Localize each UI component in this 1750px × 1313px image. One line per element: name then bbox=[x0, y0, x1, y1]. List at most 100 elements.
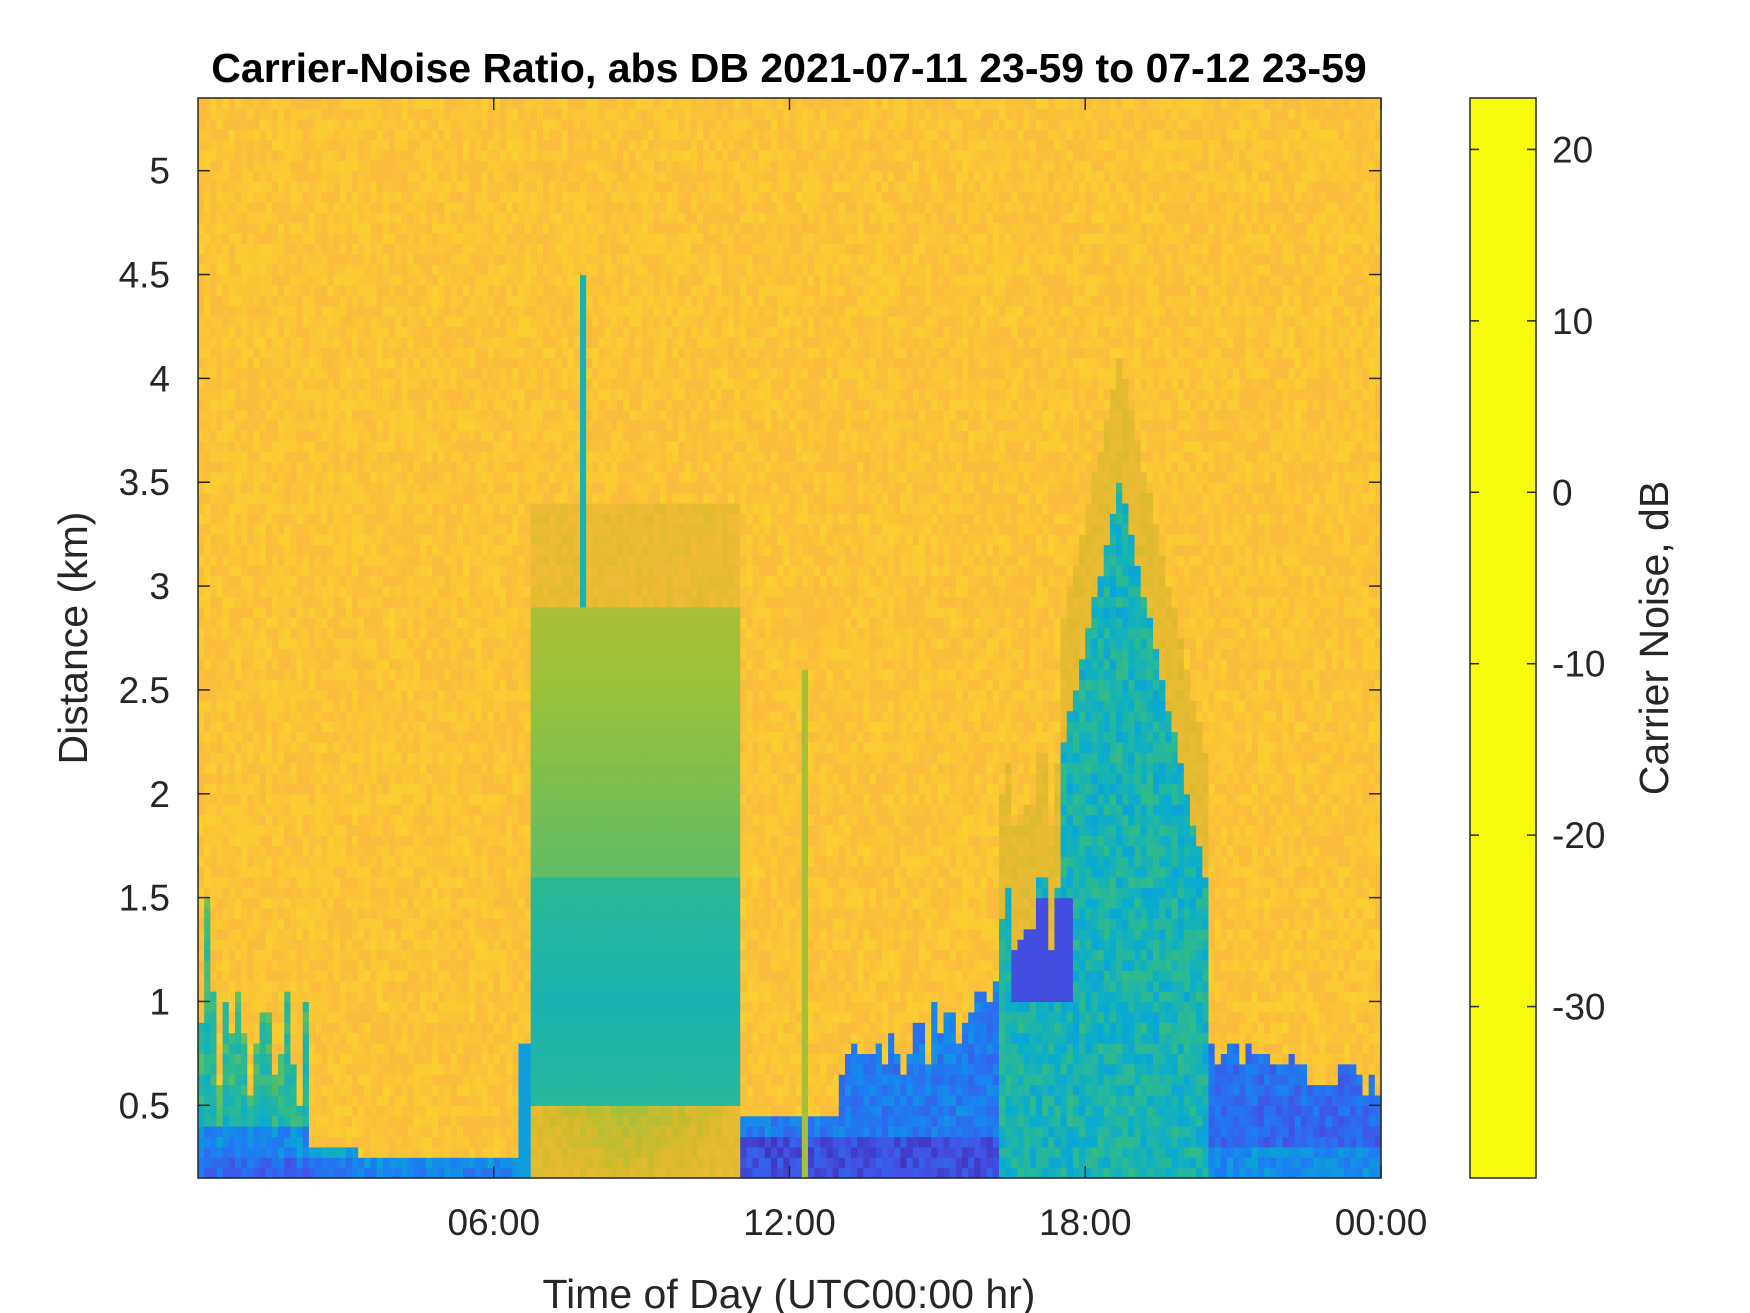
heatmap-cell bbox=[321, 1074, 328, 1085]
heatmap-cell bbox=[272, 898, 279, 909]
heatmap-cell bbox=[290, 316, 297, 327]
heatmap-cell bbox=[414, 586, 421, 597]
heatmap-cell bbox=[463, 191, 470, 202]
heatmap-cell bbox=[247, 794, 254, 805]
heatmap-cell bbox=[395, 576, 402, 587]
heatmap-cell bbox=[389, 866, 396, 877]
heatmap-cell bbox=[290, 659, 297, 670]
heatmap-cell bbox=[352, 898, 359, 909]
heatmap-cell bbox=[340, 617, 347, 628]
heatmap-cell bbox=[346, 1126, 353, 1137]
heatmap-cell bbox=[309, 783, 316, 794]
heatmap-cell bbox=[395, 337, 402, 348]
heatmap-cell bbox=[358, 1033, 365, 1044]
heatmap-cell bbox=[451, 545, 458, 556]
heatmap-cell bbox=[444, 202, 451, 213]
heatmap-cell bbox=[463, 835, 470, 846]
heatmap-cell bbox=[235, 866, 242, 877]
heatmap-cell bbox=[334, 513, 341, 524]
heatmap-cell bbox=[389, 524, 396, 535]
heatmap-cell bbox=[204, 306, 211, 317]
heatmap-cell bbox=[327, 794, 334, 805]
heatmap-cell bbox=[241, 711, 248, 722]
heatmap-cell bbox=[247, 410, 254, 421]
heatmap-cell bbox=[383, 378, 390, 389]
heatmap-cell bbox=[377, 461, 384, 472]
heatmap-cell bbox=[284, 233, 291, 244]
heatmap-cell bbox=[346, 628, 353, 639]
heatmap-cell bbox=[475, 129, 482, 140]
heatmap-cell bbox=[303, 129, 310, 140]
heatmap-cell bbox=[475, 140, 482, 151]
heatmap-cell bbox=[414, 596, 421, 607]
heatmap-cell bbox=[297, 783, 304, 794]
heatmap-cell bbox=[420, 472, 427, 483]
heatmap-cell bbox=[260, 1053, 267, 1064]
heatmap-cell bbox=[297, 389, 304, 400]
heatmap-cell bbox=[438, 420, 445, 431]
heatmap-cell bbox=[223, 1116, 230, 1127]
heatmap-cell bbox=[469, 960, 476, 971]
heatmap-cell bbox=[198, 430, 205, 441]
heatmap-cell bbox=[463, 1001, 470, 1012]
heatmap-cell bbox=[371, 1022, 378, 1033]
heatmap-cell bbox=[414, 1147, 421, 1158]
heatmap-cell bbox=[395, 181, 402, 192]
heatmap-cell bbox=[315, 690, 322, 701]
heatmap-cell bbox=[315, 680, 322, 691]
heatmap-cell bbox=[235, 368, 242, 379]
heatmap-cell bbox=[340, 295, 347, 306]
heatmap-cell bbox=[229, 171, 236, 182]
heatmap-cell bbox=[426, 960, 433, 971]
heatmap-cell bbox=[210, 140, 217, 151]
heatmap-cell bbox=[235, 202, 242, 213]
heatmap-cell bbox=[383, 669, 390, 680]
heatmap-cell bbox=[340, 877, 347, 888]
heatmap-cell bbox=[488, 1043, 495, 1054]
heatmap-cell bbox=[229, 275, 236, 286]
heatmap-cell bbox=[401, 773, 408, 784]
heatmap-cell bbox=[383, 898, 390, 909]
heatmap-cell bbox=[309, 1022, 316, 1033]
heatmap-cell bbox=[253, 316, 260, 327]
heatmap-cell bbox=[371, 524, 378, 535]
heatmap-cell bbox=[321, 1033, 328, 1044]
heatmap-cell bbox=[247, 1001, 254, 1012]
heatmap-cell bbox=[395, 1022, 402, 1033]
heatmap-cell bbox=[297, 410, 304, 421]
heatmap-cell bbox=[420, 1157, 427, 1168]
heatmap-cell bbox=[235, 264, 242, 275]
heatmap-cell bbox=[444, 545, 451, 556]
heatmap-cell bbox=[389, 223, 396, 234]
heatmap-cell bbox=[260, 295, 267, 306]
heatmap-cell bbox=[377, 565, 384, 576]
heatmap-cell bbox=[438, 482, 445, 493]
heatmap-cell bbox=[475, 752, 482, 763]
heatmap-cell bbox=[235, 690, 242, 701]
heatmap-cell bbox=[346, 586, 353, 597]
heatmap-cell bbox=[432, 565, 439, 576]
heatmap-cell bbox=[438, 264, 445, 275]
heatmap-cell bbox=[309, 140, 316, 151]
heatmap-cell bbox=[463, 825, 470, 836]
heatmap-cell bbox=[309, 586, 316, 597]
heatmap-cell bbox=[401, 129, 408, 140]
heatmap-cell bbox=[463, 212, 470, 223]
heatmap-cell bbox=[346, 742, 353, 753]
heatmap-cell bbox=[229, 482, 236, 493]
heatmap-cell bbox=[241, 721, 248, 732]
heatmap-cell bbox=[241, 451, 248, 462]
heatmap-cell bbox=[297, 1136, 304, 1147]
heatmap-cell bbox=[210, 1043, 217, 1054]
heatmap-cell bbox=[278, 638, 285, 649]
heatmap-cell bbox=[469, 378, 476, 389]
heatmap-cell bbox=[401, 461, 408, 472]
heatmap-cell bbox=[414, 493, 421, 504]
heatmap-cell bbox=[223, 596, 230, 607]
heatmap-cell bbox=[278, 773, 285, 784]
heatmap-cell bbox=[401, 700, 408, 711]
heatmap-cell bbox=[364, 430, 371, 441]
heatmap-cell bbox=[290, 898, 297, 909]
heatmap-cell bbox=[247, 108, 254, 119]
heatmap-cell bbox=[451, 140, 458, 151]
